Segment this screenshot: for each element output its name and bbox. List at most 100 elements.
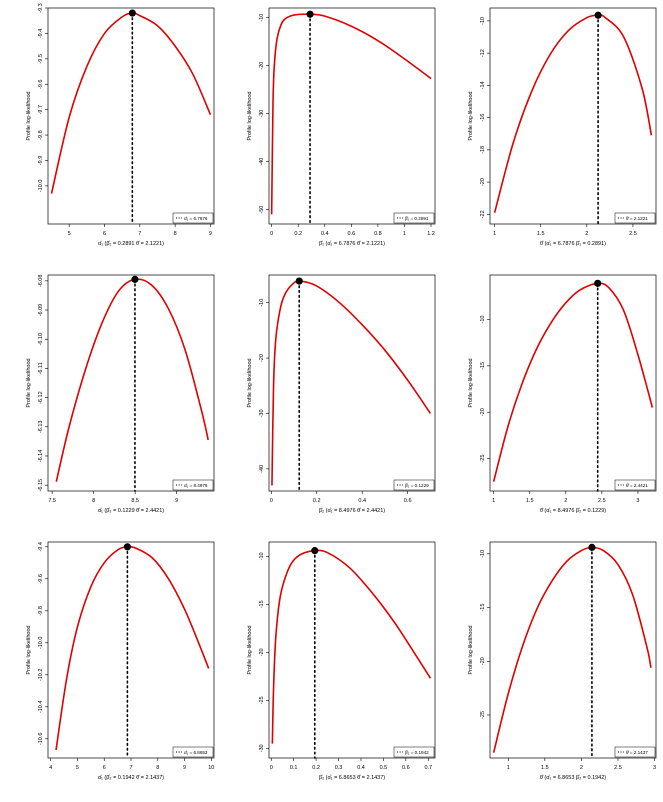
y-tick-label: -20: [259, 354, 265, 362]
legend-label: β̂₂ = 0.1942: [405, 750, 429, 755]
chart-svg: 0 0.2 0.4 0.6 -40 -30 -20 -10 β̂₂ (α̂₁ = 8.4976 …: [247, 274, 436, 514]
legend-label: β̂₁ = 0.2891: [405, 216, 429, 221]
x-axis-label: θ̂ (α̂₁ = 6.8653 β̂₂ = 0.1942): [540, 775, 606, 781]
x-tick-label: 0.6: [402, 765, 410, 771]
y-tick-label: -40: [259, 158, 265, 166]
x-axis-label: β̂₂ (α̂₁ = 8.4976 θ̂ = 2.4421): [319, 508, 385, 514]
x-tick-label: 0.5: [380, 765, 388, 771]
y-tick-label: -15: [480, 362, 486, 370]
y-tick-label: -10: [259, 14, 265, 22]
x-tick-label: 9: [209, 231, 212, 237]
chart-svg: 0 0.2 0.4 0.6 0.8 1 1.2 -50 -40 -30 -20 -10 β̂₁ (α̂₁…: [247, 7, 436, 247]
y-tick-label: -10.2: [38, 669, 44, 682]
plot-frame: [47, 274, 215, 492]
y-tick-label: -10.0: [38, 180, 44, 193]
x-axis-label: α̂₁ (β̂₁ = 0.2891 θ̂ = 2.1221): [98, 241, 164, 247]
chart-svg: 1 1.5 2 2.5 3 -25 -20 -15 -10 θ̂ (α̂₁ = 8.4976 β̂…: [468, 274, 657, 514]
x-tick-label: 6: [103, 765, 106, 771]
x-tick-label: 0.8: [374, 231, 382, 237]
x-tick-label: 4: [49, 765, 52, 771]
y-axis-label: Profile log-likelihood: [26, 625, 32, 674]
mle-point: [295, 277, 303, 285]
x-tick-label: 10: [208, 765, 214, 771]
y-tick-label: -6.11: [38, 362, 44, 374]
x-tick-label: 7: [129, 765, 132, 771]
mle-point: [594, 11, 602, 19]
x-tick-label: 2.5: [598, 498, 606, 504]
profile-curve: [55, 278, 209, 482]
chart-panel-1: 5 6 7 8 9 -10.0 -9.9 -9.8 -9.7 -9.6 -9.5 -9.4 -9.3 α̂…: [0, 0, 221, 267]
y-tick-label: -6.10: [38, 333, 44, 346]
chart-svg: 5 6 7 8 9 -10.0 -9.9 -9.8 -9.7 -9.6 -9.5 -9.4 -9.3 α̂…: [26, 3, 215, 247]
y-tick-label: -15: [480, 604, 486, 612]
y-tick-label: -30: [259, 110, 265, 118]
profile-curve: [492, 282, 654, 482]
y-axis-label: Profile log-likelihood: [247, 625, 253, 674]
profile-curve: [271, 280, 432, 486]
x-tick-label: 1.5: [526, 498, 534, 504]
plot-frame: [268, 274, 436, 492]
x-tick-label: 0.6: [404, 498, 412, 504]
x-tick-label: 2: [580, 765, 583, 771]
legend-box: [614, 479, 656, 491]
x-axis-label: θ̂ (α̂₁ = 8.4976 β̂₂ = 0.1229): [540, 508, 606, 514]
legend-label: θ̂ = 2.1221: [626, 216, 648, 221]
y-tick-label: -6.15: [38, 479, 44, 492]
x-tick-label: 1.5: [537, 231, 545, 237]
legend-label: α̂₁ = 8.4976: [184, 483, 208, 488]
y-tick-label: -10: [259, 299, 265, 307]
plot-frame: [47, 541, 215, 759]
x-axis-label: α̂₁ (β̂₂ = 0.1229 θ̂ = 2.4421): [98, 508, 164, 514]
y-tick-label: -9.6: [38, 574, 44, 583]
y-tick-label: -6.13: [38, 421, 44, 434]
profile-curve: [270, 13, 432, 215]
x-tick-label: 2.5: [614, 765, 622, 771]
profile-curve: [50, 12, 212, 194]
y-tick-label: -10.6: [38, 733, 44, 746]
x-tick-label: 1: [493, 231, 496, 237]
legend-box: [172, 212, 214, 224]
y-tick-label: -30: [259, 409, 265, 417]
mle-point: [131, 275, 139, 283]
x-tick-label: 0.4: [357, 765, 365, 771]
profile-curve: [55, 545, 210, 751]
chart-svg: 0 0.1 0.2 0.3 0.4 0.5 0.6 0.7 -30 -25 -20 -15 -10 β̂₂…: [247, 541, 436, 781]
y-tick-label: -9.8: [38, 606, 44, 615]
mle-point: [594, 279, 602, 287]
mle-point: [588, 543, 596, 551]
y-tick-label: -14: [480, 81, 486, 89]
y-tick-label: -40: [259, 465, 265, 473]
x-tick-label: 0: [270, 231, 273, 237]
y-axis-label: Profile log-likelihood: [468, 625, 474, 674]
x-tick-label: 5: [68, 231, 71, 237]
x-tick-label: 0.4: [321, 231, 329, 237]
x-tick-label: 0.3: [335, 765, 343, 771]
chart-panel-6: 1 1.5 2 2.5 3 -25 -20 -15 -10 θ̂ (α̂₁ = 8.4976 β̂…: [442, 267, 663, 534]
y-tick-label: -20: [259, 62, 265, 70]
legend-label: θ̂ = 2.1437: [626, 750, 648, 755]
y-tick-label: -16: [480, 114, 486, 122]
x-axis-label: θ̂ (α̂₁ = 6.7876 β̂₁ = 0.2891): [540, 241, 606, 247]
legend-box: [393, 212, 435, 224]
legend-box: [614, 746, 656, 758]
chart-svg: 1 1.5 2 2.5 -22 -20 -18 -16 -14 -12 -10 θ̂ (α̂₁ = 6…: [468, 7, 657, 247]
y-tick-label: -25: [259, 696, 265, 704]
chart-panel-8: 0 0.1 0.2 0.3 0.4 0.5 0.6 0.7 -30 -25 -20 -15 -10 β̂₂…: [221, 534, 442, 801]
y-tick-label: -10: [259, 552, 265, 560]
x-tick-label: 1.2: [427, 231, 435, 237]
x-tick-label: 2.5: [629, 231, 637, 237]
x-tick-label: 8: [174, 231, 177, 237]
x-tick-label: 9: [183, 765, 186, 771]
y-axis-label: Profile log-likelihood: [26, 358, 32, 407]
x-tick-label: 0.2: [313, 498, 321, 504]
y-tick-label: -9.8: [38, 130, 44, 139]
chart-svg: 4 5 6 7 8 9 10 -10.6 -10.4 -10.2 -10.0 -9.8 -9.6 -9.4…: [26, 541, 215, 781]
y-tick-label: -20: [480, 408, 486, 416]
x-tick-label: 2: [585, 231, 588, 237]
legend-box: [614, 212, 656, 224]
y-axis-label: Profile log-likelihood: [468, 91, 474, 140]
x-tick-label: 3: [653, 765, 656, 771]
x-axis-label: α̂₁ (β̂₂ = 0.1942 θ̂ = 2.1437): [98, 775, 164, 781]
mle-point: [306, 10, 314, 18]
mle-point: [128, 9, 136, 17]
